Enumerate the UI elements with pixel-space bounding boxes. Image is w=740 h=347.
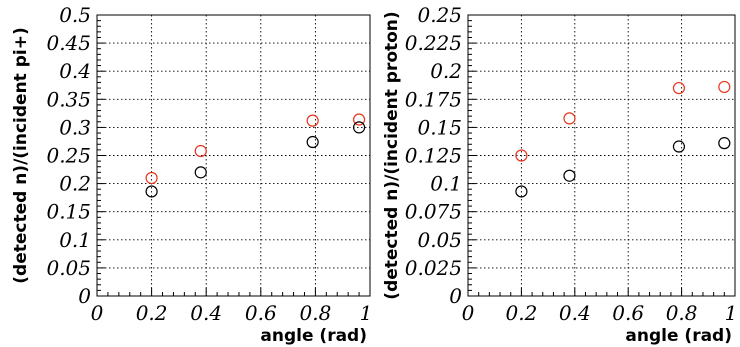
y-tick-label: 0.45	[46, 31, 91, 55]
x-tick-label: 0.4	[190, 301, 222, 325]
y-tick-label: 0.125	[405, 144, 462, 168]
data-point-series-1	[515, 149, 528, 162]
y-axis-title: (detected n)/(incident pi+)	[11, 27, 31, 284]
y-tick-label: 0.25	[46, 144, 91, 168]
x-tick-label: 0	[462, 301, 475, 325]
y-tick-label: 0.05	[46, 256, 91, 280]
y-tick-label: 0.4	[59, 59, 91, 83]
y-tick-label: 0.2	[430, 59, 462, 83]
data-point-series-1	[563, 112, 576, 125]
x-tick-label: 0.2	[136, 301, 168, 325]
x-tick-label: 0	[91, 301, 104, 325]
y-tick-label: 0.35	[46, 87, 91, 111]
x-axis-title: angle (rad)	[260, 326, 367, 346]
y-tick-label: 0.175	[405, 87, 462, 111]
y-tick-label: 0.5	[59, 3, 91, 27]
y-tick-label: 0.25	[417, 3, 462, 27]
y-tick-label: 0.3	[59, 115, 91, 139]
y-tick-label: 0.025	[405, 256, 462, 280]
data-point-series-2	[352, 121, 366, 134]
y-tick-label: 0.075	[405, 200, 462, 224]
data-point-series-2	[718, 137, 731, 150]
x-tick-label: 0.6	[612, 301, 644, 325]
data-point-series-1	[672, 81, 686, 95]
data-point-series-2	[563, 169, 576, 182]
y-axis-title: (detected n)/(incident proton)	[382, 11, 402, 299]
data-point-series-1	[194, 144, 207, 158]
x-tick-label: 0.4	[559, 301, 591, 325]
x-tick-label: 0.8	[299, 301, 331, 325]
y-tick-label: 0.05	[417, 228, 462, 252]
data-point-series-1	[145, 171, 158, 185]
data-point-series-2	[515, 185, 528, 198]
y-tick-label: 0.225	[405, 31, 462, 55]
data-point-series-2	[672, 140, 686, 153]
data-point-series-1	[352, 113, 366, 126]
y-tick-label: 0	[449, 284, 462, 308]
chart-2: 00.0250.050.0750.10.1250.150.1750.20.225…	[382, 3, 737, 346]
y-tick-label: 0.15	[417, 115, 462, 139]
data-point-series-2	[306, 135, 319, 149]
x-tick-label: 1	[360, 301, 373, 325]
x-tick-label: 0.6	[245, 301, 277, 325]
data-point-series-1	[306, 114, 319, 127]
data-point-series-2	[194, 166, 207, 179]
y-tick-label: 0	[78, 284, 91, 308]
y-tick-label: 0.1	[59, 228, 91, 252]
y-tick-label: 0.2	[59, 172, 91, 196]
y-tick-label: 0.15	[46, 200, 91, 224]
x-tick-label: 0.2	[505, 301, 537, 325]
x-tick-label: 0.8	[666, 301, 698, 325]
x-axis-title: angle (rad)	[625, 326, 732, 346]
data-point-series-1	[718, 80, 731, 94]
y-tick-label: 0.1	[430, 172, 462, 196]
data-point-series-2	[145, 185, 158, 198]
chart-1: 00.050.10.150.20.250.30.350.40.450.50 0.2…	[11, 3, 372, 346]
x-tick-label: 1	[725, 301, 738, 325]
